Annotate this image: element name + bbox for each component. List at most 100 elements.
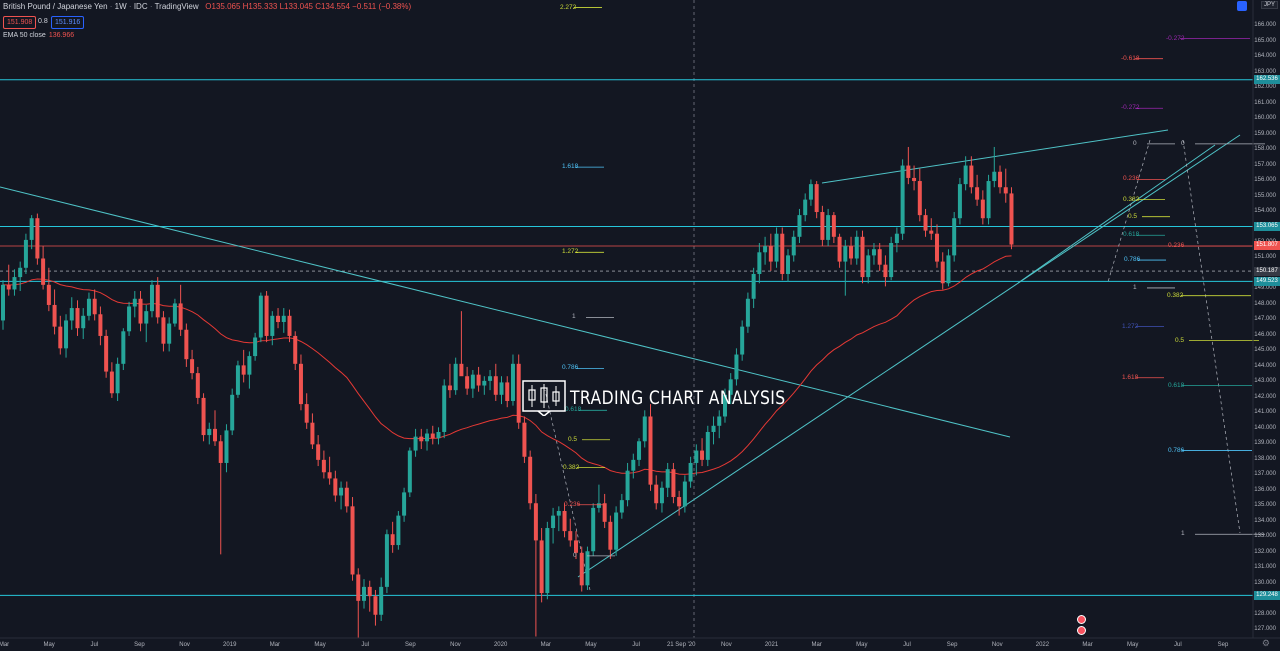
chart-header: British Pound / Japanese Yen · 1W · IDC … xyxy=(3,2,412,11)
price-tick: 141.000 xyxy=(1254,409,1276,416)
candle-body xyxy=(258,295,263,338)
candle-body xyxy=(207,428,212,436)
buy-button[interactable]: 151.916 xyxy=(51,16,85,29)
candle-body xyxy=(327,472,332,479)
price-tick: 128.000 xyxy=(1254,610,1276,617)
candle xyxy=(109,362,114,398)
candle xyxy=(837,233,842,268)
candle xyxy=(912,165,917,191)
candle xyxy=(493,363,498,401)
candle xyxy=(298,354,303,411)
candle-body xyxy=(745,298,750,327)
candle-body xyxy=(654,484,659,504)
currency-label[interactable]: JPY xyxy=(1260,1,1278,9)
candle-body xyxy=(104,335,109,372)
price-tick: 131.000 xyxy=(1254,564,1276,571)
candle-body xyxy=(161,317,166,344)
candle-body xyxy=(92,298,97,315)
candle-body xyxy=(287,315,292,336)
ema-legend[interactable]: EMA 50 close 136.966 xyxy=(3,32,74,39)
candle xyxy=(287,309,292,343)
candle xyxy=(528,450,533,510)
candle-body xyxy=(820,212,825,240)
candle-body xyxy=(413,436,418,451)
candle-body xyxy=(184,329,189,360)
candle-body xyxy=(791,236,796,256)
candle-body xyxy=(499,382,504,395)
candlestick-logo-icon[interactable] xyxy=(1237,1,1247,11)
candle xyxy=(361,579,366,609)
candle xyxy=(465,366,470,395)
candle-body xyxy=(132,298,137,307)
candle-body xyxy=(934,233,939,262)
candle-body xyxy=(298,363,303,405)
trendline xyxy=(821,129,1169,184)
candle xyxy=(717,410,722,439)
candle xyxy=(614,506,619,556)
candle xyxy=(488,370,493,391)
candle xyxy=(75,300,80,336)
fib-label: 0.786 xyxy=(1124,256,1141,264)
price-tick: 165.000 xyxy=(1254,37,1276,44)
candle xyxy=(132,291,137,318)
candle-body xyxy=(883,264,888,278)
price-tag: 129.248 xyxy=(1254,590,1280,600)
candle xyxy=(499,376,504,405)
price-tick: 132.000 xyxy=(1254,548,1276,555)
candle-body xyxy=(127,306,132,332)
candle-body xyxy=(264,295,269,336)
candle xyxy=(155,277,160,324)
fib-label: 0.236 xyxy=(1168,242,1185,250)
fib-label: 0.786 xyxy=(562,364,579,372)
candle-body xyxy=(843,246,848,262)
price-tick: 130.000 xyxy=(1254,579,1276,586)
candle xyxy=(390,521,395,553)
price-tick: 158.000 xyxy=(1254,146,1276,153)
sell-button[interactable]: 151.908 xyxy=(3,16,37,29)
candle-body xyxy=(551,515,556,529)
time-tick: May xyxy=(585,642,597,648)
candle xyxy=(12,269,17,296)
candle xyxy=(556,506,561,532)
candle-body xyxy=(41,258,46,285)
candle-body xyxy=(6,284,11,290)
price-tag: 153.065 xyxy=(1254,222,1280,231)
candle-body xyxy=(373,596,378,615)
candle-body xyxy=(929,230,934,234)
candle-body xyxy=(384,534,389,587)
settings-gear-icon[interactable]: ⚙ xyxy=(1261,638,1270,648)
candle xyxy=(780,227,785,281)
candle xyxy=(992,146,997,188)
candle xyxy=(768,233,773,271)
candle xyxy=(247,351,252,389)
candle-body xyxy=(18,267,23,278)
candle-body xyxy=(539,540,544,594)
price-tick: 140.000 xyxy=(1254,424,1276,431)
candle-body xyxy=(350,506,355,575)
candle-body xyxy=(963,165,968,185)
price-tick: 149.000 xyxy=(1254,285,1276,292)
price-tick: 142.000 xyxy=(1254,393,1276,400)
candle-body xyxy=(29,218,34,240)
candle xyxy=(470,370,475,398)
candle-body xyxy=(1,284,5,321)
candle xyxy=(774,227,779,268)
fib-label: 1.618 xyxy=(1122,373,1139,381)
time-tick: Jul xyxy=(90,642,99,648)
candle xyxy=(929,218,934,240)
event-icon[interactable] xyxy=(1077,626,1086,635)
candle xyxy=(104,329,109,378)
symbol-name[interactable]: British Pound / Japanese Yen xyxy=(3,2,108,11)
interval[interactable]: 1W xyxy=(114,2,127,11)
candle-body xyxy=(711,425,716,432)
candle xyxy=(144,304,149,343)
candle-body xyxy=(316,444,321,460)
candle-body xyxy=(705,431,710,460)
price-tag: 162.536 xyxy=(1254,75,1280,85)
candle-body xyxy=(407,450,412,493)
candle-body xyxy=(728,379,733,395)
candle xyxy=(831,212,836,243)
alert-icon[interactable] xyxy=(1077,615,1086,624)
candle-body xyxy=(780,233,785,274)
